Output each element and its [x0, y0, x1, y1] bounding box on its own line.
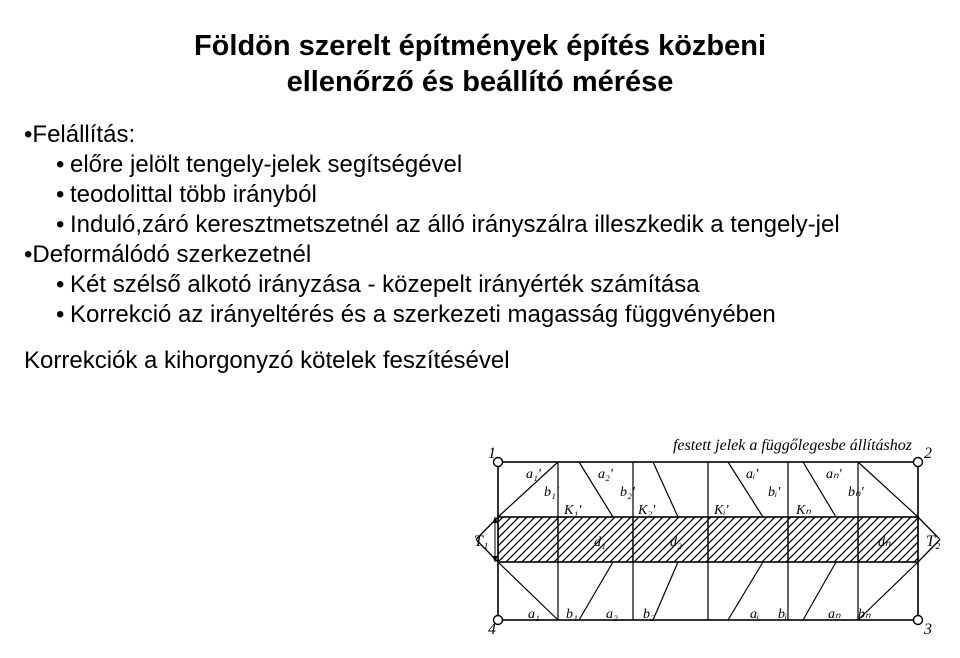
- bullet-text: Két szélső alkotó irányzása - közepelt i…: [70, 271, 700, 298]
- svg-text:4: 4: [488, 621, 496, 638]
- section2-item: •Két szélső alkotó irányzása - közepelt …: [56, 271, 936, 299]
- section2-item: •Korrekció az irányeltérés és a szerkeze…: [56, 301, 936, 329]
- svg-text:Kᵢ': Kᵢ': [713, 503, 730, 518]
- title-line2: ellenőrző és beállító mérése: [287, 66, 674, 98]
- body-text: •Felállítás: •előre jelölt tengely-jelek…: [24, 121, 936, 375]
- svg-text:a₁: a₁: [528, 607, 540, 622]
- section1-item: •Induló,záró keresztmetszetnél az álló i…: [56, 211, 936, 239]
- section1-item: •előre jelölt tengely-jelek segítségével: [56, 151, 936, 179]
- bullet-text: Induló,záró keresztmetszetnél az álló ir…: [70, 211, 840, 238]
- svg-text:a₂: a₂: [606, 607, 618, 622]
- svg-text:dₙ: dₙ: [878, 535, 891, 550]
- svg-text:a₁': a₁': [526, 467, 542, 482]
- svg-text:bᵢ': bᵢ': [768, 485, 781, 500]
- svg-text:aₙ': aₙ': [826, 467, 843, 482]
- svg-text:b₂': b₂': [620, 485, 636, 500]
- svg-text:K₂': K₂': [637, 503, 656, 518]
- section2-heading: •Deformálódó szerkezetnél: [24, 241, 936, 269]
- page-title: Földön szerelt építmények építés közbeni…: [24, 28, 936, 101]
- svg-text:b₂: b₂: [643, 607, 655, 622]
- svg-text:b₁': b₁': [544, 485, 560, 500]
- svg-text:1: 1: [488, 445, 496, 462]
- svg-text:aᵢ: aᵢ: [750, 607, 759, 622]
- svg-text:aₙ: aₙ: [828, 607, 841, 622]
- section1-heading: •Felállítás:: [24, 121, 936, 149]
- bullet-text: előre jelölt tengely-jelek segítségével: [70, 151, 462, 178]
- section1-item: •teodolittal több irányból: [56, 181, 936, 209]
- svg-text:3: 3: [923, 621, 932, 638]
- svg-text:a₂': a₂': [598, 467, 614, 482]
- bullet-text: teodolittal több irányból: [70, 181, 317, 208]
- svg-text:b₁: b₁: [566, 607, 578, 622]
- svg-text:bₙ': bₙ': [848, 485, 865, 500]
- bullet-text: Korrekció az irányeltérés és a szerkezet…: [70, 301, 776, 328]
- svg-text:bₙ: bₙ: [858, 607, 871, 622]
- svg-text:d₁: d₁: [594, 535, 606, 550]
- svg-text:K₁': K₁': [563, 503, 582, 518]
- svg-text:2: 2: [924, 445, 932, 462]
- svg-text:festett jelek a függőlegesbe á: festett jelek a függőlegesbe állításhoz: [673, 437, 913, 454]
- title-line1: Földön szerelt építmények építés közbeni: [194, 30, 766, 62]
- diagram: festett jelek a függőlegesbe állításhoz 1…: [438, 422, 948, 652]
- section3-heading: Korrekciók a kihorgonyzó kötelek feszíté…: [24, 347, 936, 375]
- svg-text:Kₙ: Kₙ: [795, 503, 811, 518]
- svg-text:T₁: T₁: [474, 533, 488, 550]
- svg-text:aᵢ': aᵢ': [746, 467, 759, 482]
- svg-text:bᵢ: bᵢ: [778, 607, 787, 622]
- svg-text:d₂: d₂: [670, 535, 682, 550]
- svg-text:T₂: T₂: [926, 533, 941, 550]
